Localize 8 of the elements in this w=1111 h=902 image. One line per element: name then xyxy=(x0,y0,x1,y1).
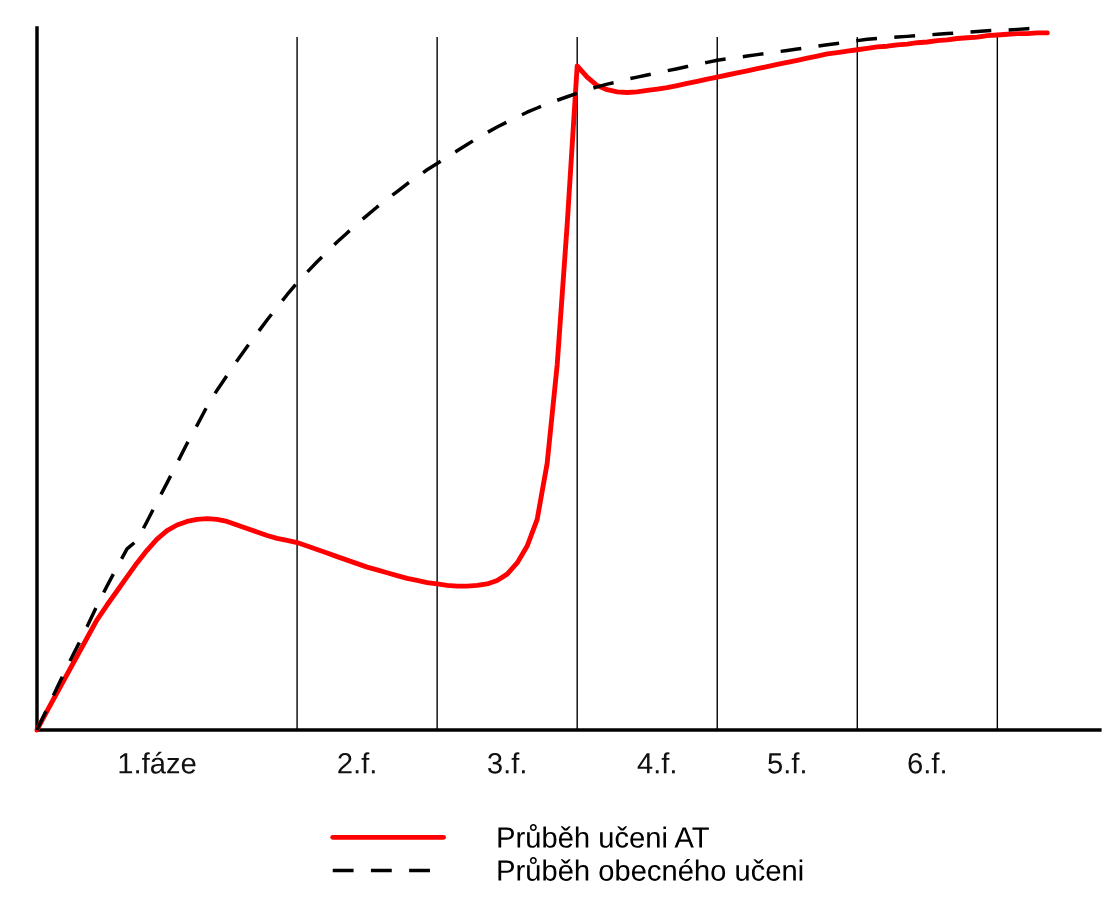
x-tick-label: 4.f. xyxy=(637,752,675,774)
x-tick-label: 3.f. xyxy=(488,752,525,774)
x-tick-label: 1.fáze xyxy=(119,751,196,774)
x-tick-label: 2.f. xyxy=(338,752,375,774)
x-tick-label: 5.f. xyxy=(768,752,805,774)
legend-label: Průběh obecného učeni xyxy=(498,857,803,881)
legend-label: Průběh učeni AT xyxy=(498,824,709,848)
x-tick-label: 6.f. xyxy=(908,752,945,774)
